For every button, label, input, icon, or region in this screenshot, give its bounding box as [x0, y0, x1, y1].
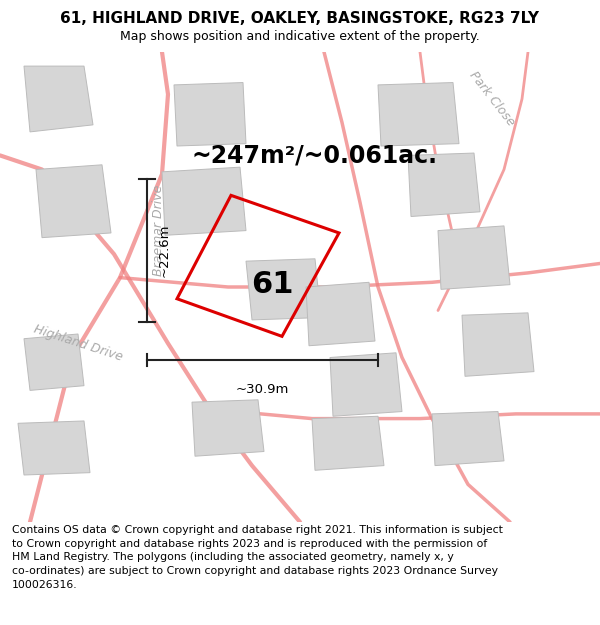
Text: ~30.9m: ~30.9m [236, 383, 289, 396]
Text: ~22.6m: ~22.6m [158, 224, 171, 278]
Polygon shape [312, 416, 384, 470]
Polygon shape [378, 82, 459, 146]
Polygon shape [36, 165, 111, 238]
Text: Park Close: Park Close [467, 69, 517, 129]
Polygon shape [432, 411, 504, 466]
Polygon shape [24, 66, 93, 132]
Polygon shape [246, 259, 321, 320]
Polygon shape [330, 352, 402, 416]
Polygon shape [24, 334, 84, 391]
Text: 61: 61 [251, 270, 293, 299]
Text: Braemar Drive: Braemar Drive [152, 185, 166, 276]
Text: Map shows position and indicative extent of the property.: Map shows position and indicative extent… [120, 30, 480, 43]
Polygon shape [192, 400, 264, 456]
Text: Highland Drive: Highland Drive [32, 323, 124, 364]
Text: 61, HIGHLAND DRIVE, OAKLEY, BASINGSTOKE, RG23 7LY: 61, HIGHLAND DRIVE, OAKLEY, BASINGSTOKE,… [61, 11, 539, 26]
Polygon shape [162, 167, 246, 235]
Polygon shape [438, 226, 510, 289]
Polygon shape [18, 421, 90, 475]
Polygon shape [174, 82, 246, 146]
Polygon shape [306, 282, 375, 346]
Polygon shape [408, 153, 480, 216]
Polygon shape [462, 313, 534, 376]
Text: Contains OS data © Crown copyright and database right 2021. This information is : Contains OS data © Crown copyright and d… [12, 525, 503, 589]
Text: ~247m²/~0.061ac.: ~247m²/~0.061ac. [192, 143, 438, 168]
